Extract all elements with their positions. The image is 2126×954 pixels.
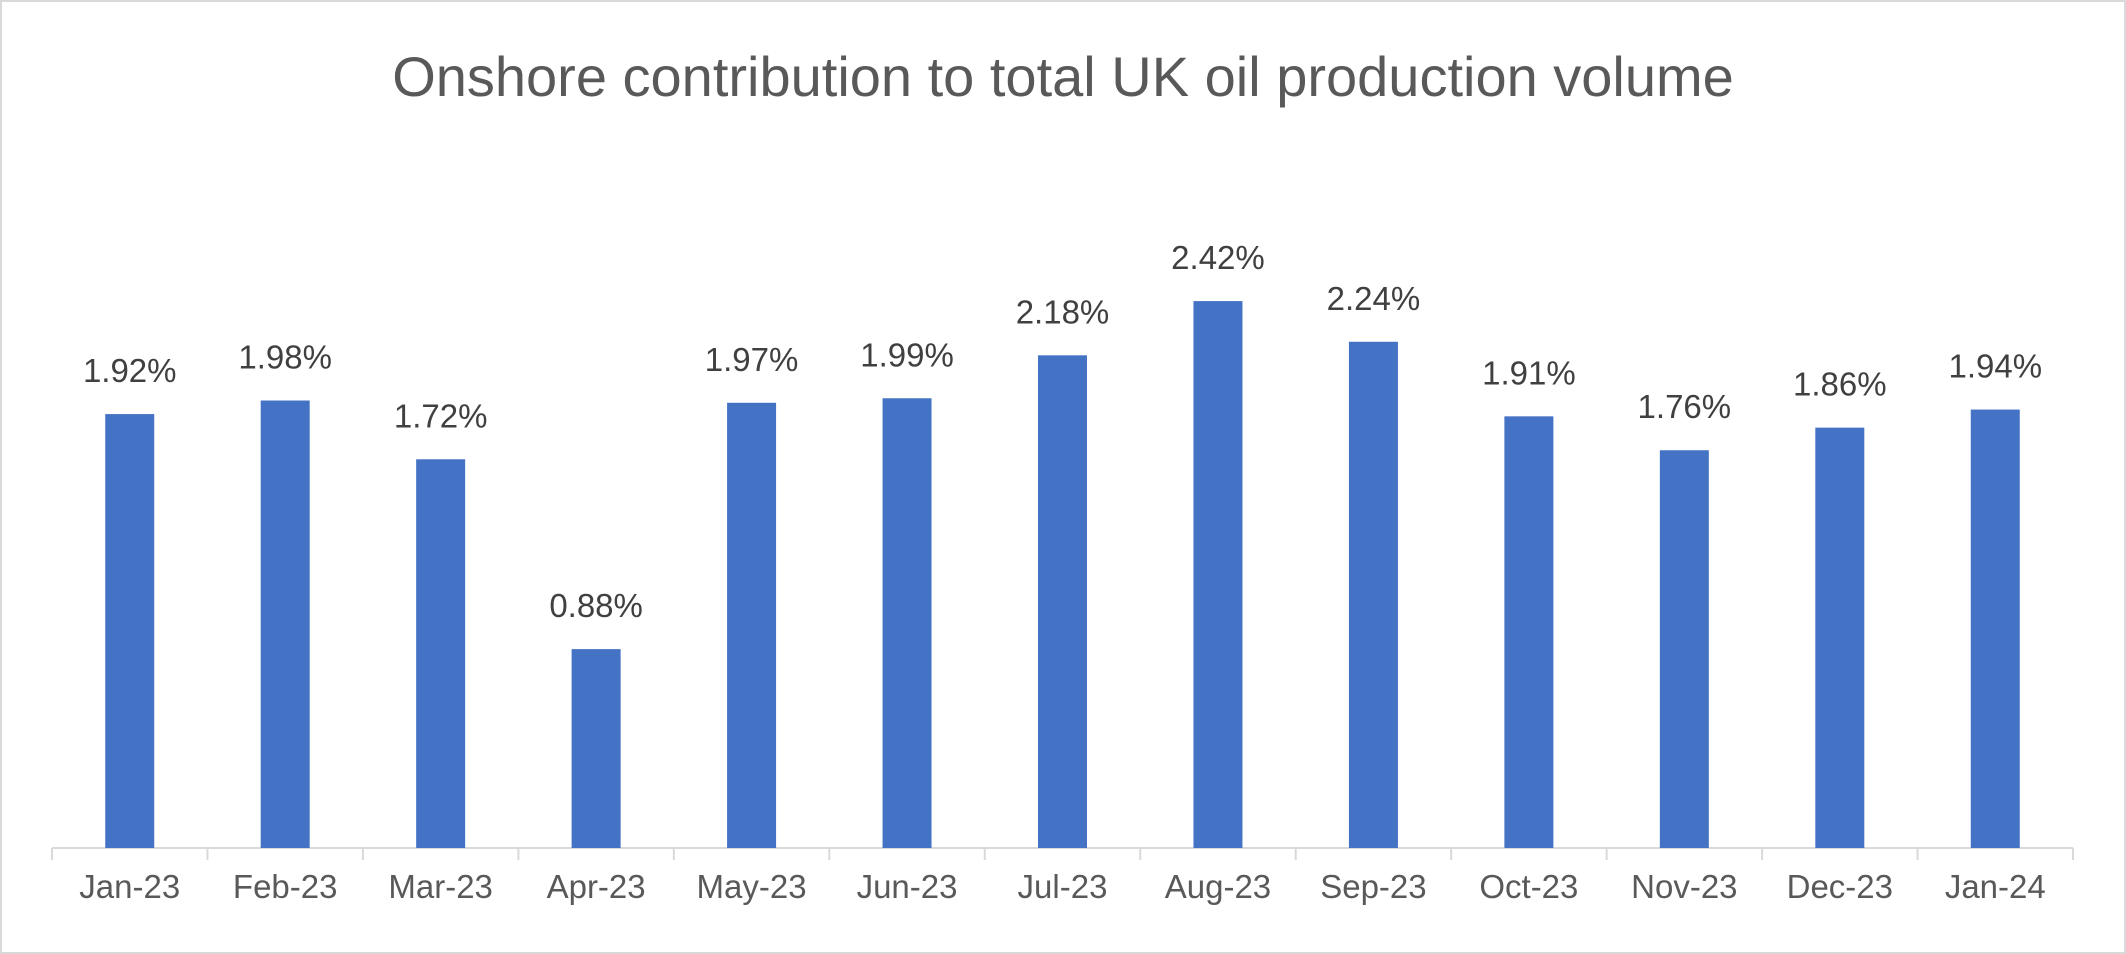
data-label: 1.99%: [860, 336, 954, 373]
bar: [727, 402, 777, 848]
x-tick-label: Apr-23: [547, 868, 646, 905]
data-label: 1.72%: [394, 397, 488, 434]
bar: [1659, 450, 1709, 848]
x-tick-label: Jan-23: [79, 868, 180, 905]
bar: [105, 414, 155, 848]
x-tick-label: Feb-23: [233, 868, 338, 905]
x-tick-label: Sep-23: [1320, 868, 1426, 905]
data-label: 1.76%: [1638, 388, 1732, 425]
x-tick-label: Nov-23: [1631, 868, 1737, 905]
x-tick-label: Jun-23: [857, 868, 958, 905]
data-label: 2.42%: [1171, 239, 1265, 276]
x-tick-label: Oct-23: [1479, 868, 1578, 905]
x-tick-label: Jan-24: [1945, 868, 2046, 905]
x-tick-label: Mar-23: [388, 868, 493, 905]
bar: [1038, 355, 1087, 848]
bar: [1815, 427, 1865, 848]
data-label: 0.88%: [549, 587, 643, 624]
bar: [260, 400, 310, 848]
data-label: 1.98%: [238, 339, 332, 376]
data-label: 1.86%: [1793, 366, 1887, 403]
data-label: 1.94%: [1948, 348, 2042, 385]
data-label: 2.18%: [1016, 293, 1110, 330]
chart-title: Onshore contribution to total UK oil pro…: [392, 45, 1734, 108]
bar: [1193, 301, 1243, 849]
data-label: 1.97%: [705, 341, 799, 378]
bar: [882, 398, 932, 848]
x-tick-label: Dec-23: [1787, 868, 1893, 905]
bar: [416, 459, 466, 848]
data-label: 2.24%: [1327, 280, 1421, 317]
bar: [1970, 409, 2020, 848]
bar: [1348, 341, 1398, 848]
x-tick-label: Aug-23: [1165, 868, 1271, 905]
data-label: 1.91%: [1482, 354, 1576, 391]
x-tick-label: May-23: [697, 868, 807, 905]
bar: [1504, 416, 1554, 848]
x-tick-label: Jul-23: [1018, 868, 1108, 905]
data-label: 1.92%: [83, 352, 177, 389]
bar: [571, 649, 621, 848]
